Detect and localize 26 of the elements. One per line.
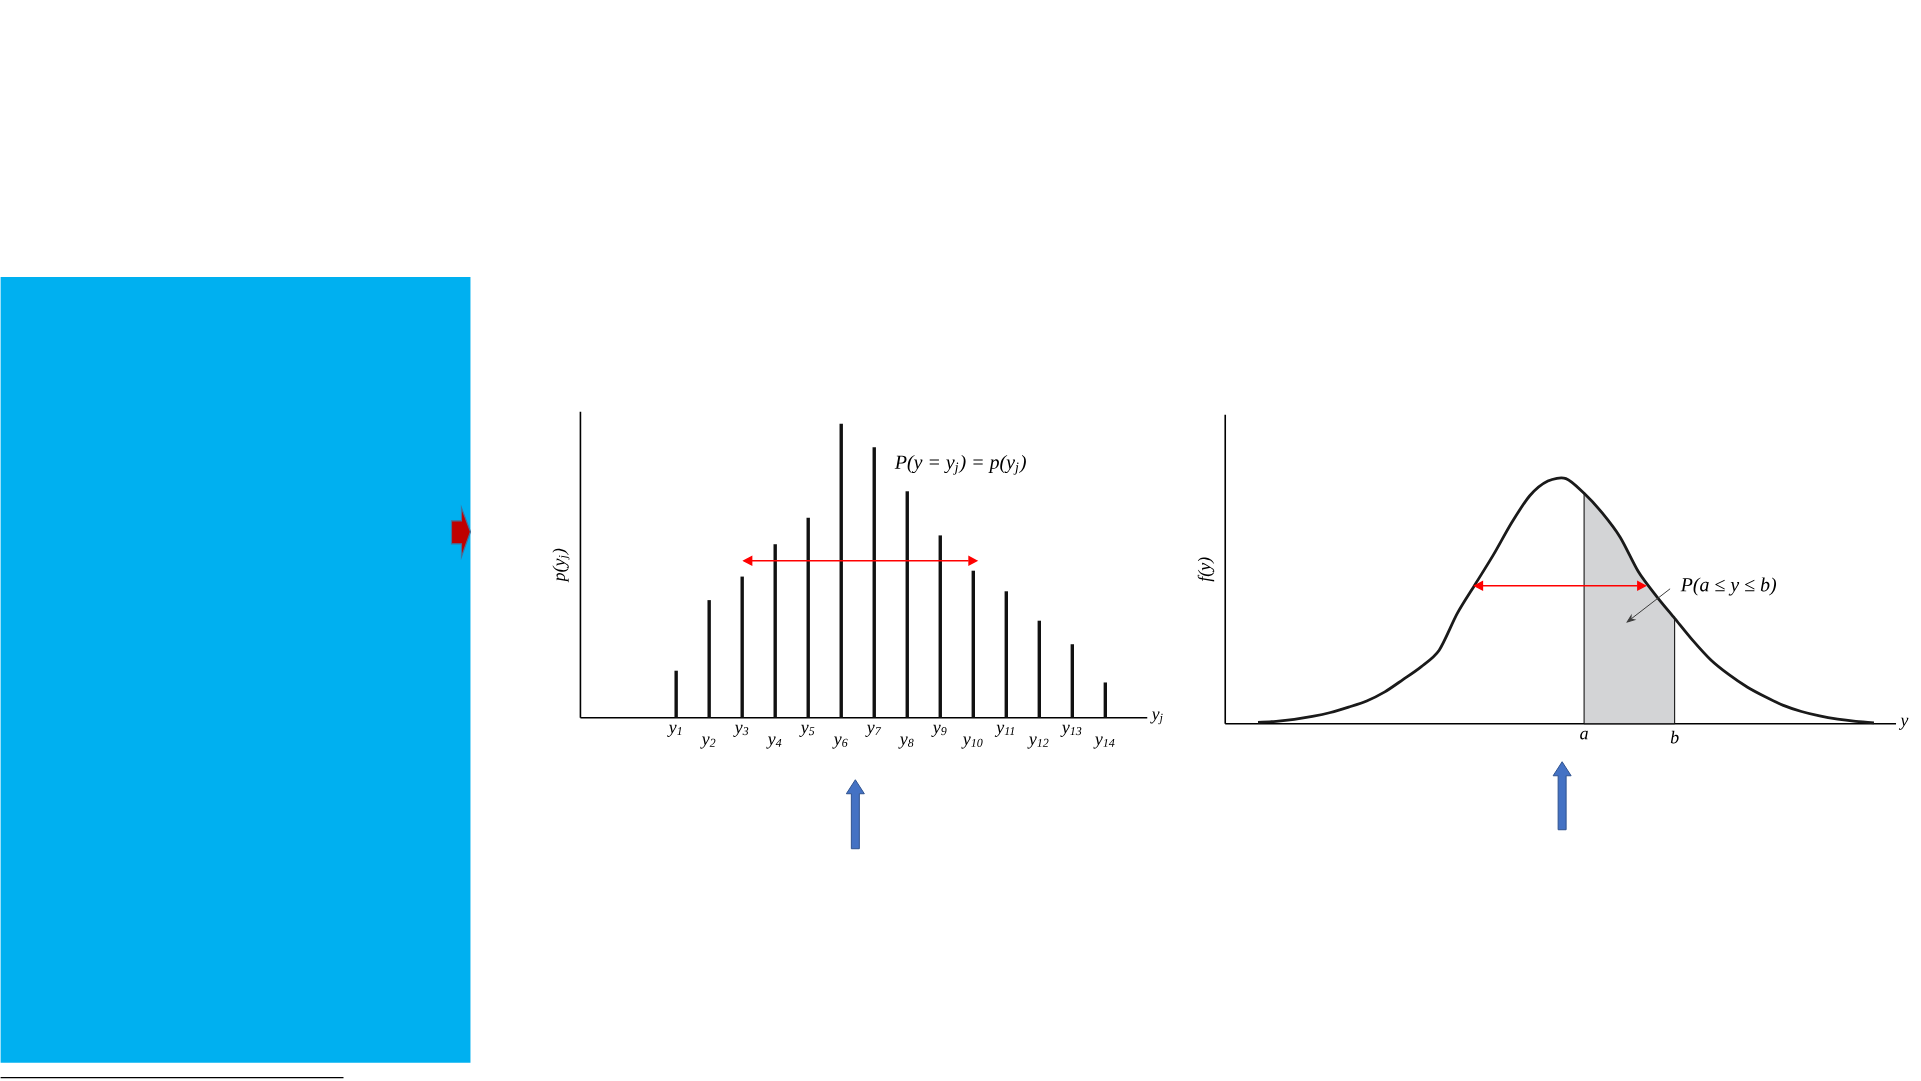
x-tick-label: b: [1670, 730, 1679, 744]
x-tick-label: y$_{10}$: [961, 736, 983, 749]
x-tick-label: y$_{6}$: [832, 736, 848, 749]
x-tick-label: y$_{3}$: [733, 724, 749, 738]
x-tick-label: y$_{14}$: [1093, 736, 1115, 749]
y-axis-title: p(y$_{j}$): [552, 548, 570, 583]
x-axis-title: y$_{j}$: [1150, 711, 1163, 725]
x-tick-label: y$_{9}$: [931, 724, 947, 738]
annotation: P(a ≤ y ≤ b): [1680, 577, 1777, 596]
x-tick-label: y$_{7}$: [865, 724, 882, 738]
x-tick-label: y$_{5}$: [799, 724, 815, 738]
x-tick-label: y$_{1}$: [667, 724, 682, 738]
bar: [1103, 682, 1108, 718]
x-tick-label: y$_{2}$: [700, 736, 716, 749]
bar: [674, 670, 678, 718]
x-tick-label: y$_{8}$: [898, 736, 914, 749]
x-tick-label: y$_{13}$: [1060, 724, 1082, 738]
annotation: P(y = y$_{j}$) = p(y$_{j}$): [894, 455, 1026, 475]
bar: [740, 576, 744, 718]
bar: [707, 600, 711, 718]
x-tick-label: y$_{11}$: [994, 724, 1015, 738]
x-axis-title: y: [1898, 717, 1909, 730]
y-axis-title: f(y): [1197, 557, 1215, 582]
x-tick-label: y$_{12}$: [1027, 736, 1049, 749]
x-tick-label: y$_{4}$: [766, 736, 782, 749]
x-tick-label: a: [1580, 730, 1588, 740]
